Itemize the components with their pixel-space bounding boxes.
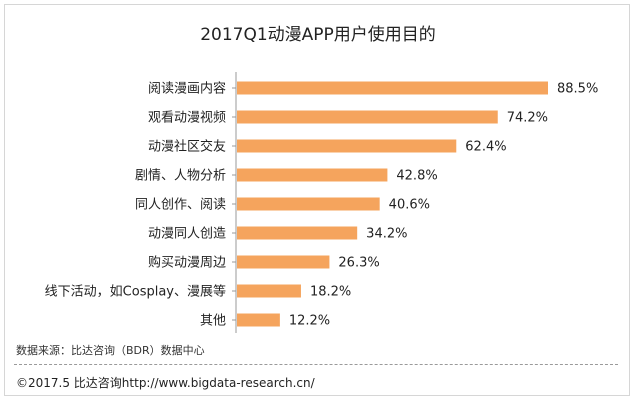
bar [237, 139, 457, 153]
bar [237, 284, 301, 298]
value-label: 12.2% [289, 314, 330, 329]
category-label: 线下活动，如Cosplay、漫展等 [45, 284, 226, 300]
value-label: 26.3% [338, 256, 379, 271]
value-label: 74.2% [507, 111, 548, 126]
category-label: 其他 [200, 314, 226, 329]
category-label: 同人创作、阅读 [135, 198, 226, 213]
bar [237, 81, 548, 95]
category-label: 阅读漫画内容 [148, 81, 226, 97]
value-label: 88.5% [557, 82, 598, 97]
value-label: 40.6% [389, 198, 430, 213]
value-label: 62.4% [465, 140, 506, 155]
category-label: 购买动漫周边 [148, 255, 226, 271]
footer-divider [14, 364, 618, 365]
data-source: 数据来源：比达咨询（BDR）数据中心 [16, 344, 205, 357]
value-label: 34.2% [366, 227, 407, 242]
chart-title: 2017Q1动漫APP用户使用目的 [200, 25, 436, 45]
value-label: 42.8% [396, 169, 437, 184]
bar [237, 255, 330, 269]
bar [237, 168, 388, 182]
bar [237, 110, 498, 124]
value-label: 18.2% [310, 285, 351, 300]
category-label: 观看动漫视频 [148, 110, 226, 126]
category-label: 动漫同人创造 [148, 227, 226, 242]
bar [237, 226, 358, 240]
category-label: 剧情、人物分析 [135, 169, 226, 184]
bar [237, 313, 280, 327]
copyright-text: ©2017.5 比达咨询http://www.bigdata-research.… [16, 376, 315, 390]
bar [237, 197, 380, 211]
category-label: 动漫社区交友 [148, 139, 226, 155]
